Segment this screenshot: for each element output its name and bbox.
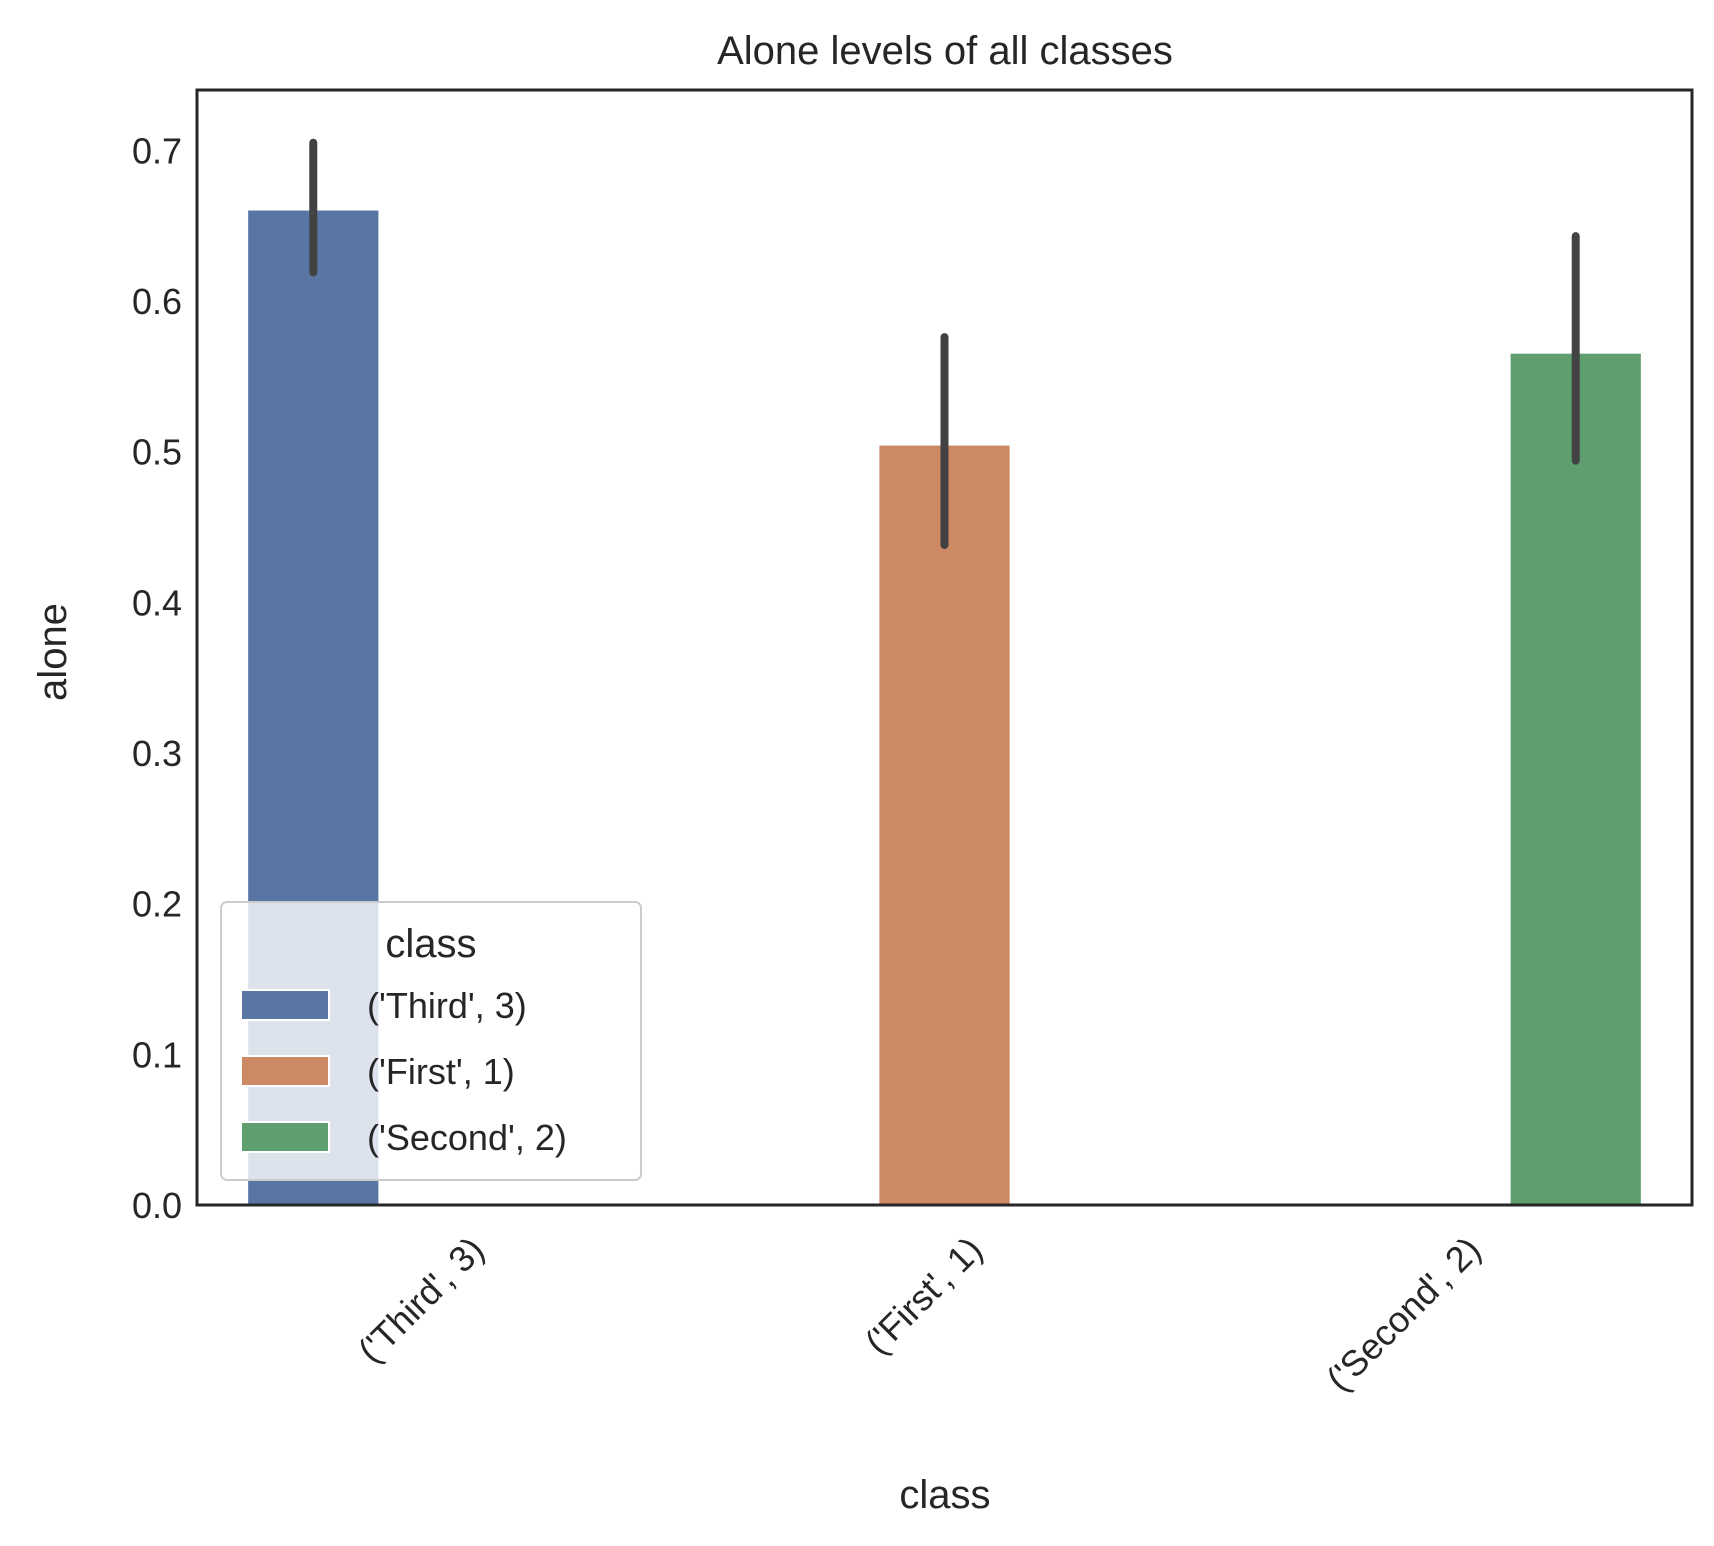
legend-swatch-1 xyxy=(240,1055,330,1087)
bar-2 xyxy=(1510,353,1641,1205)
legend-label-1: ('First', 1) xyxy=(367,1051,515,1092)
legend-swatch-0 xyxy=(240,989,330,1021)
y-tick-label: 0.7 xyxy=(132,130,182,171)
y-axis-ticks: 0.0 0.1 0.2 0.3 0.4 0.5 0.6 0.7 xyxy=(132,130,182,1226)
y-tick-label: 0.4 xyxy=(132,582,182,623)
x-tick-label: ('First', 1) xyxy=(857,1229,990,1362)
x-axis-label: class xyxy=(899,1473,990,1517)
legend-swatch-2 xyxy=(240,1121,330,1153)
bar-1 xyxy=(879,445,1010,1205)
plot-frame xyxy=(195,88,1694,1207)
y-tick-label: 0.1 xyxy=(132,1034,182,1075)
y-tick-label: 0.6 xyxy=(132,281,182,322)
x-tick-label: ('Second', 2) xyxy=(1318,1229,1488,1399)
bars-layer xyxy=(248,210,1641,1206)
error-bars-layer xyxy=(309,138,1580,550)
chart-title: Alone levels of all classes xyxy=(717,29,1173,73)
legend: class ('Third', 3) ('First', 1) ('Second',… xyxy=(220,901,642,1181)
y-tick-label: 0.5 xyxy=(132,432,182,473)
y-tick-label: 0.2 xyxy=(132,884,182,925)
x-tick-label: ('Third', 3) xyxy=(350,1229,492,1371)
legend-label-0: ('Third', 3) xyxy=(367,985,527,1026)
y-tick-label: 0.3 xyxy=(132,733,182,774)
x-axis-ticks: ('Third', 3) ('First', 1) ('Second', 2) xyxy=(350,1229,1489,1399)
legend-label-2: ('Second', 2) xyxy=(367,1117,567,1158)
y-tick-label: 0.0 xyxy=(132,1185,182,1226)
y-axis-label: alone xyxy=(31,603,75,701)
legend-box xyxy=(220,901,642,1181)
legend-title: class xyxy=(385,922,476,966)
